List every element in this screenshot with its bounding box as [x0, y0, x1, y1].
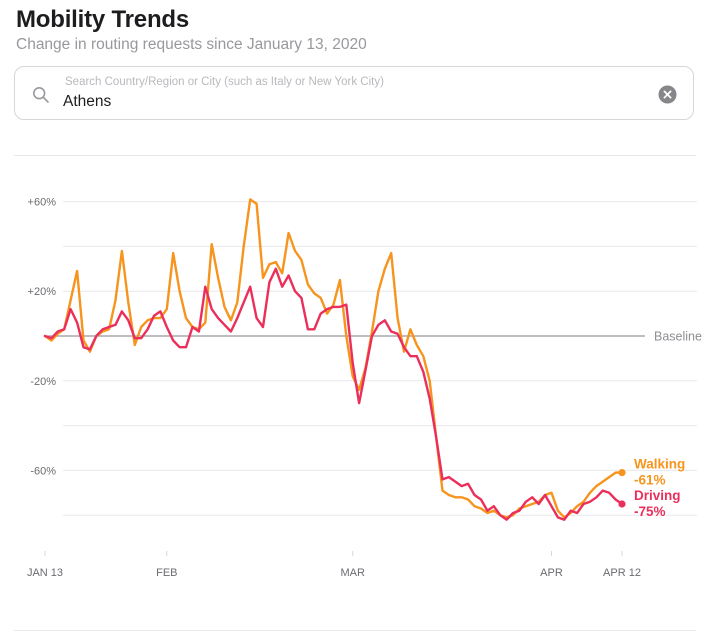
search-placeholder-label: Search Country/Region or City (such as I…	[65, 76, 384, 88]
walking-line	[43, 198, 624, 519]
clear-search-button[interactable]	[658, 85, 677, 104]
y-tick-label: +20%	[28, 286, 57, 298]
search-icon	[32, 86, 49, 103]
walking-end-value-label: -61%	[634, 473, 666, 488]
divider-bottom	[14, 630, 696, 631]
driving-end-value-label: -75%	[634, 504, 666, 519]
baseline-label: Baseline	[654, 330, 702, 344]
x-tick-label-FEB: FEB	[156, 567, 177, 579]
x-tick-label-JAN 13: JAN 13	[27, 567, 63, 579]
search-input[interactable]	[63, 91, 623, 113]
y-tick-label: -20%	[30, 376, 56, 388]
driving-series-label: Driving	[634, 488, 681, 503]
driving-line	[43, 267, 624, 521]
walking-end-dot	[618, 469, 626, 477]
driving-end-dot	[618, 500, 626, 508]
page-subtitle: Change in routing requests since January…	[16, 36, 367, 53]
y-tick-label: +60%	[28, 197, 57, 209]
x-tick-label-APR: APR	[540, 567, 563, 579]
divider-top	[14, 155, 696, 156]
search-box[interactable]: Search Country/Region or City (such as I…	[14, 66, 694, 120]
x-tick-label-APR 12: APR 12	[603, 567, 641, 579]
page-title: Mobility Trends	[16, 6, 190, 33]
walking-series-label: Walking	[634, 457, 685, 472]
clear-circle-x-icon	[658, 85, 677, 104]
x-tick-label-MAR: MAR	[341, 567, 366, 579]
y-tick-label: -60%	[30, 465, 56, 477]
